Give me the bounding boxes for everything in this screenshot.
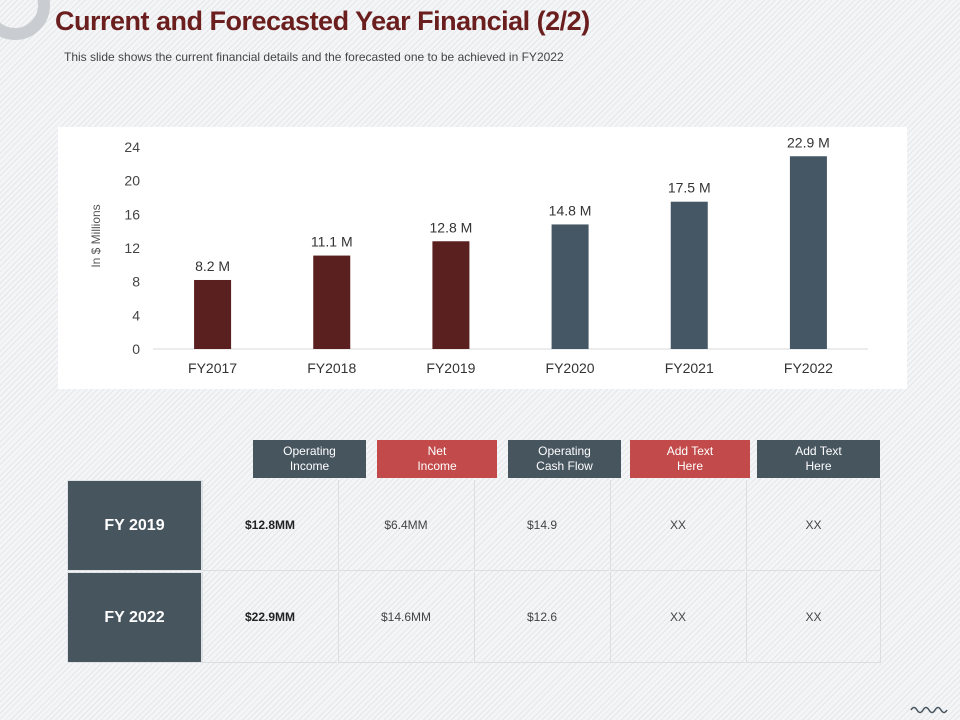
table-cell: XX: [746, 572, 881, 663]
x-tick-label: FY2022: [784, 360, 833, 376]
decorative-circle: [0, 0, 50, 40]
y-tick-label: 0: [132, 341, 140, 357]
x-tick-label: FY2018: [307, 360, 356, 376]
bar: [194, 279, 232, 349]
table-cell: $14.6MM: [338, 572, 473, 663]
header-add-text-1: Add Text Here: [630, 440, 750, 478]
table-cell: XX: [610, 572, 745, 663]
row-label-fy2022: FY 2022: [67, 572, 202, 663]
x-tick-label: FY2020: [546, 360, 595, 376]
table-cell: $6.4MM: [338, 480, 473, 571]
y-tick-label: 24: [124, 139, 140, 155]
bar: [789, 156, 827, 349]
table-cell: $14.9: [474, 480, 609, 571]
y-axis-label: In $ Millions: [89, 204, 103, 268]
bar: [670, 201, 708, 349]
table-cell: XX: [610, 480, 745, 571]
financial-table: FY 2019 $12.8MM $6.4MM $14.9 XX XX FY 20…: [67, 480, 882, 664]
bar-chart-panel: 0 4 8 12 16 20 24 8.2 M FY2017 11.1 M FY2018 12.8 M…: [58, 127, 907, 389]
page-title: Current and Forecasted Year Financial (2…: [55, 6, 590, 36]
header-add-text-2: Add Text Here: [757, 440, 880, 478]
page-subtitle: This slide shows the current financial d…: [64, 50, 564, 64]
data-label: 8.2 M: [195, 258, 230, 274]
bar-chart: 0 4 8 12 16 20 24 8.2 M FY2017 11.1 M FY2018 12.8 M…: [124, 134, 868, 376]
data-label: 22.9 M: [787, 134, 830, 150]
y-tick-label: 4: [132, 307, 140, 323]
y-tick-label: 16: [124, 206, 140, 222]
header-net-income: Net Income: [377, 440, 497, 478]
table-cell: $22.9MM: [202, 572, 337, 663]
bar: [313, 255, 351, 349]
table-cell: XX: [746, 480, 881, 571]
header-operating-income: Operating Income: [253, 440, 366, 478]
wave-icon: [910, 706, 948, 714]
bar: [432, 241, 470, 349]
data-label: 17.5 M: [668, 180, 711, 196]
x-tick-label: FY2021: [665, 360, 714, 376]
table-cell: $12.6: [474, 572, 609, 663]
y-tick-label: 8: [132, 274, 140, 290]
data-label: 11.1 M: [311, 234, 353, 250]
table-cell: $12.8MM: [202, 480, 337, 571]
y-tick-label: 12: [124, 240, 140, 256]
data-label: 14.8 M: [549, 202, 592, 218]
y-tick-label: 20: [124, 173, 140, 189]
x-tick-label: FY2019: [426, 360, 475, 376]
x-tick-label: FY2017: [188, 360, 237, 376]
data-label: 12.8 M: [430, 219, 473, 235]
header-operating-cash-flow: Operating Cash Flow: [508, 440, 621, 478]
row-label-fy2019: FY 2019: [67, 480, 202, 571]
bar: [551, 224, 589, 349]
